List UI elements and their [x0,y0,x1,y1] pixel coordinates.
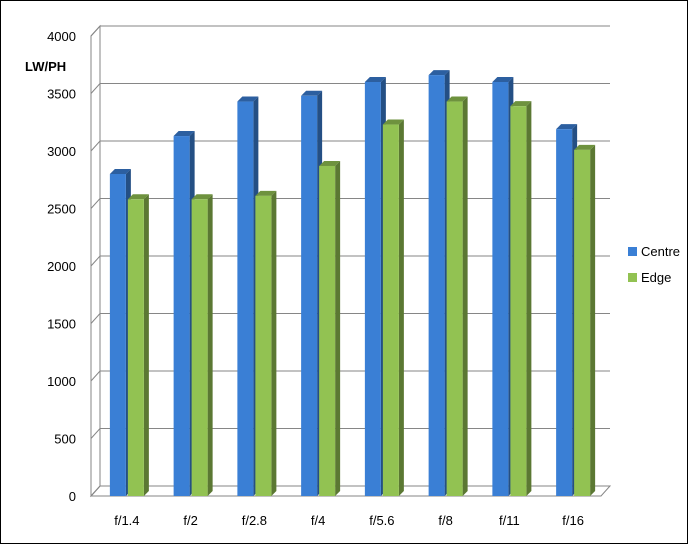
bar-front [428,75,445,496]
bar-top [173,131,195,137]
bar-top [109,169,131,174]
bar-side [526,101,532,497]
bar-front [319,165,336,496]
bar-front [556,129,573,496]
bar-edge-f/4 [319,160,341,496]
legend-label-centre: Centre [641,244,680,259]
bar-front [173,136,190,497]
chart-walls [89,24,612,498]
bar-front [237,101,254,497]
bar-edge-f/2.8 [255,190,277,496]
gridline [90,370,610,382]
bar-front [446,101,463,497]
bar-edge-f/5.6 [382,119,404,497]
x-tick-label: f/5.6 [369,513,394,528]
legend: Centre Edge [628,244,680,285]
bar-side [590,144,596,496]
x-tick-label: f/4 [311,513,325,528]
x-tick-label: f/8 [438,513,452,528]
gridline [90,198,610,209]
gridline [90,313,610,324]
bar-top [428,70,450,76]
bar-side [462,96,468,497]
bar-centre-f/11 [492,77,514,496]
gridline [90,25,610,37]
y-axis-ticks: 0 500 1000 1500 2000 2500 3000 3500 4000 [47,29,76,504]
bar-front [574,149,591,496]
y-tick-label: 2500 [47,202,76,217]
y-axis-label: LW/PH [25,59,66,74]
floor [89,485,612,497]
y-tick-label: 3500 [47,87,76,102]
bar-edge-f/16 [574,144,596,496]
bar-top [255,190,277,196]
y-tick-label: 500 [54,432,76,447]
bar-top [510,101,532,107]
bar-edge-f/11 [510,101,532,497]
x-axis-ticks: f/1.4 f/2 f/2.8 f/4 f/5.6 f/8 f/11 f/16 [114,513,584,528]
bar-side [398,119,404,497]
bar-side [271,190,277,496]
y-tick-label: 0 [69,489,76,504]
bar-front [191,199,208,497]
bar-centre-f/1.4 [109,169,131,496]
gridline [90,140,610,152]
bar-top [319,160,341,166]
bar-top [301,90,323,96]
bar-side [143,194,149,497]
bar-top [364,77,386,82]
bar-centre-f/2 [173,131,195,497]
bar-centre-f/5.6 [364,77,386,496]
bar-top [556,124,578,130]
bar-centre-f/4 [301,90,323,497]
bar-edge-f/2 [191,194,213,497]
x-tick-label: f/2.8 [242,513,267,528]
bar-top [492,77,514,82]
bar-front [510,106,527,497]
gridline [90,428,610,439]
x-tick-label: f/2 [183,513,197,528]
gridlines [90,25,610,497]
y-tick-label: 2000 [47,259,76,274]
bars [109,70,596,497]
bar-top [446,96,468,102]
legend-swatch-edge [628,273,637,282]
bar-centre-f/2.8 [237,96,259,497]
bar-front [382,124,399,497]
bar-front [127,199,144,497]
bar-top [382,119,404,125]
bar-front [109,174,126,496]
legend-swatch-centre [628,247,637,256]
gridline [90,255,610,267]
bar-front [255,195,272,496]
bar-top [237,96,259,102]
bar-edge-f/1.4 [127,194,149,497]
y-tick-label: 3000 [47,144,76,159]
bar-top [191,194,213,200]
bar-edge-f/8 [446,96,468,497]
y-tick-label: 1000 [47,374,76,389]
bar-top [574,144,596,150]
x-tick-label: f/11 [499,513,520,528]
y-tick-label: 4000 [47,29,76,44]
x-tick-label: f/16 [562,513,584,528]
bar-front [364,82,381,496]
x-tick-label: f/1.4 [114,513,139,528]
bar-top [127,194,149,200]
y-tick-label: 1500 [47,317,76,332]
bar-centre-f/16 [556,124,578,497]
bar-centre-f/8 [428,70,450,496]
legend-label-edge: Edge [641,270,671,285]
gridline [90,83,610,94]
bar-side [207,194,213,497]
bar-front [301,95,318,497]
bar-side [335,160,341,496]
bar-front [492,82,509,496]
